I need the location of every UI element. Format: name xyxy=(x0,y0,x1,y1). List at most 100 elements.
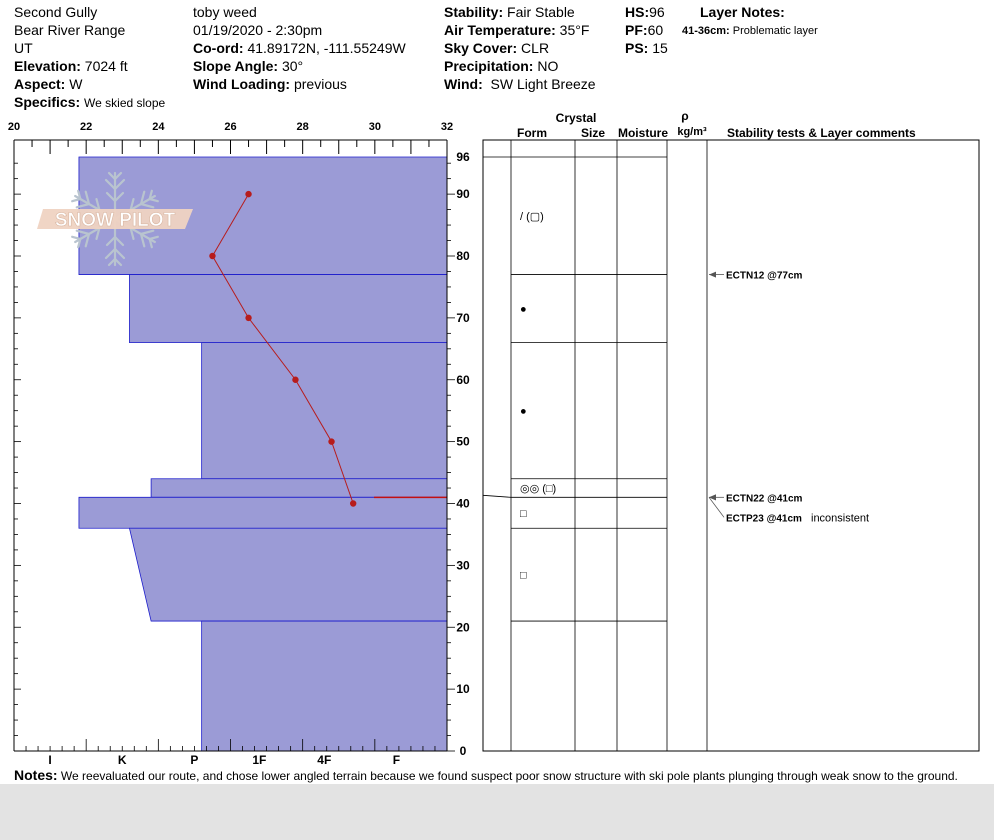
height-tick-label: 30 xyxy=(456,558,470,572)
air-temp-row: Air Temperature: 35°F xyxy=(444,21,589,39)
hardness-layer xyxy=(128,527,448,622)
layer-note-range: 41-36cm: xyxy=(682,25,730,37)
ps-label: PS: xyxy=(625,40,649,56)
logo-banner xyxy=(37,209,193,229)
crystal-form-symbol: / (▢) xyxy=(520,211,544,223)
notes-text: We reevaluated our route, and chose lowe… xyxy=(60,769,958,783)
observation-datetime: 01/19/2020 - 2:30pm xyxy=(193,22,323,38)
crystal-stability-table: / (▢) ● ● ◎◎ (□) □ □ ECTN12 @77cm ECTN22 @41cm E… xyxy=(482,139,980,752)
hs-value: 96 xyxy=(649,4,665,20)
wind-loading-label: Wind Loading: xyxy=(193,76,291,92)
temperature-point xyxy=(349,500,357,507)
state: UT xyxy=(14,40,33,56)
temp-tick-label: 20 xyxy=(8,121,20,133)
height-tick-label: 40 xyxy=(456,497,470,511)
layer-notes-title-text: Layer Notes: xyxy=(700,4,785,20)
hardness-layer xyxy=(150,478,448,498)
hardness-label: 1F xyxy=(252,753,266,767)
temp-tick-label: 28 xyxy=(297,121,309,133)
form-header: Form xyxy=(517,126,547,140)
height-tick-label: 10 xyxy=(456,682,470,696)
height-tick-label: 60 xyxy=(456,373,470,387)
temp-tick-label: 32 xyxy=(441,121,453,133)
stability-test-label: ECTN22 @41cm xyxy=(726,493,803,504)
specifics-row: Specifics: We skied slope xyxy=(14,93,165,112)
location-name: Second Gully xyxy=(14,4,98,20)
air-temp-value: 35°F xyxy=(559,22,590,38)
mountain-range: Bear River Range xyxy=(14,22,126,38)
crystal-form-symbol: ● xyxy=(520,406,527,418)
hardness-label: I xyxy=(48,753,51,767)
precip-value: NO xyxy=(537,58,559,74)
hardness-temperature-plot: 20 22 24 26 28 30 32 I K P 1F 4F F 0 10 20 30 40 50 60 70 80 9… xyxy=(8,121,470,767)
snow-pilot-logo: SNOW PILOT xyxy=(37,171,193,267)
notes-row: Notes: We reevaluated our route, and cho… xyxy=(14,766,984,785)
height-tick-label: 20 xyxy=(456,620,470,634)
stability-label: Stability: xyxy=(444,4,504,20)
stability-tests-header: Stability tests & Layer comments xyxy=(727,126,916,140)
aspect-label: Aspect: xyxy=(14,76,66,92)
hardness-layer xyxy=(201,342,448,480)
stability-row: Stability: Fair Stable xyxy=(444,3,575,21)
crystal-form-symbol: □ xyxy=(520,508,527,520)
wind-row: Wind: SW Light Breeze xyxy=(444,75,596,93)
stability-test-label: ECTN12 @77cm xyxy=(726,271,803,282)
height-tick-label: 90 xyxy=(456,187,470,201)
temperature-line xyxy=(211,193,354,504)
elevation-row: Elevation: 7024 ft xyxy=(14,57,128,75)
table-frame xyxy=(482,139,980,752)
sky-row: Sky Cover: CLR xyxy=(444,39,549,57)
stability-test-leader xyxy=(708,497,725,518)
coord-row: Co-ord: 41.89172N, -111.55249W xyxy=(193,39,406,57)
hardness-layer xyxy=(201,620,448,752)
hardness-label: P xyxy=(190,753,198,767)
size-header: Size xyxy=(581,126,605,140)
crystal-form-symbol: □ xyxy=(520,570,527,582)
coord-value: 41.89172N, -111.55249W xyxy=(247,40,406,56)
stability-value: Fair Stable xyxy=(507,4,575,20)
slope-row: Slope Angle: 30° xyxy=(193,57,303,75)
temp-tick-label: 30 xyxy=(369,121,381,133)
ps-value: 15 xyxy=(652,40,668,56)
stability-test-arrowhead xyxy=(709,271,716,278)
air-temp-label: Air Temperature: xyxy=(444,22,556,38)
elevation-value: 7024 ft xyxy=(84,58,128,74)
layer-notes-title: Layer Notes: xyxy=(700,3,785,21)
stability-test-arrowhead xyxy=(709,494,716,501)
temperature-point xyxy=(245,190,252,198)
wind-loading-row: Wind Loading: previous xyxy=(193,75,347,93)
slope-value: 30° xyxy=(281,58,304,74)
temperature-point xyxy=(328,438,335,445)
specifics-label: Specifics: xyxy=(14,94,81,110)
stability-test-label: ECTP23 @41cm xyxy=(726,513,802,524)
logo-text: SNOW PILOT xyxy=(55,210,176,231)
wind-label: Wind: xyxy=(444,76,483,92)
density-unit: kg/m³ xyxy=(677,126,707,138)
height-tick-label: 0 xyxy=(460,744,467,758)
stability-test-comment: inconsistent xyxy=(811,512,869,524)
hardness-label: K xyxy=(118,753,127,767)
crystal-header: Crystal xyxy=(556,111,597,125)
elevation-label: Elevation: xyxy=(14,58,81,74)
pf-value: 60 xyxy=(647,22,664,38)
crystal-form-symbol: ◎◎ (□) xyxy=(520,483,556,495)
precip-label: Precipitation: xyxy=(444,58,534,74)
hardness-label: F xyxy=(393,753,400,767)
coord-label: Co-ord: xyxy=(193,40,244,56)
layer-note-text: Problematic layer xyxy=(732,25,818,37)
hardness-layer xyxy=(78,496,448,529)
pf-row: PF:60 xyxy=(625,21,663,39)
observer-name: toby weed xyxy=(193,4,257,20)
ps-row: PS: 15 xyxy=(625,39,668,57)
temperature-point xyxy=(245,314,252,322)
height-tick-label: 50 xyxy=(456,435,470,449)
layer-boundary xyxy=(482,494,512,498)
snow-profile-chart: 20 22 24 26 28 30 32 I K P 1F 4F F 0 10 20 30 40 50 60 70 80 9… xyxy=(8,109,980,767)
temp-tick-label: 22 xyxy=(80,121,92,133)
height-tick-label: 96 xyxy=(456,150,470,164)
hs-label: HS: xyxy=(625,4,650,20)
aspect-row: Aspect: W xyxy=(14,75,82,93)
height-tick-label: 80 xyxy=(456,249,470,263)
temp-tick-label: 26 xyxy=(224,121,236,133)
hardness-label: 4F xyxy=(317,753,331,767)
